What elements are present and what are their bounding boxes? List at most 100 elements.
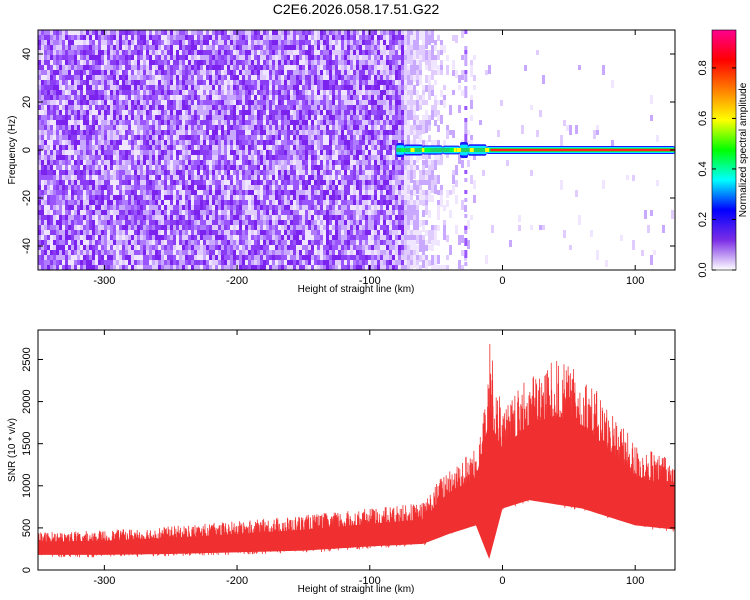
spectrogram-cell xyxy=(146,100,149,105)
spectrogram-cell xyxy=(242,105,245,114)
spectrogram-cell xyxy=(233,45,236,53)
spectrogram-cell xyxy=(344,95,347,102)
spectrogram-cell xyxy=(212,30,215,36)
spectrogram-cell xyxy=(347,110,350,119)
spectrogram-cell xyxy=(203,135,206,144)
spectrogram-cell xyxy=(110,130,113,138)
spectrogram-cell xyxy=(269,60,272,67)
spectrogram-cell xyxy=(164,110,167,115)
spectrogram-cell xyxy=(65,130,68,139)
spectrogram-cell xyxy=(164,55,167,60)
spectrogram-cell xyxy=(77,50,80,57)
spectrogram-cell xyxy=(203,110,206,119)
spectrogram-cell xyxy=(77,265,80,270)
spectrogram-cell xyxy=(284,165,287,170)
spectrogram-cell xyxy=(80,210,83,216)
spectrogram-cell xyxy=(182,55,185,63)
spectrogram-cell xyxy=(50,115,53,124)
spectrogram-cell xyxy=(59,50,62,55)
spectrogram-cell xyxy=(281,80,284,89)
spectrogram-cell xyxy=(89,55,92,62)
spectrogram-cell xyxy=(194,140,197,149)
spectrogram-cell xyxy=(212,70,215,77)
spectrogram-cell xyxy=(89,115,92,124)
spectrogram-cell xyxy=(296,30,299,35)
spectrogram-cell xyxy=(176,245,179,253)
spectrogram-cell xyxy=(212,260,215,265)
spectrogram-cell xyxy=(332,150,335,156)
spectrogram-cell xyxy=(68,260,71,266)
spectrogram-cell xyxy=(119,55,122,62)
spectrogram-cell xyxy=(245,35,248,42)
spectrogram-cell xyxy=(251,105,254,112)
spectrogram-cell xyxy=(209,265,212,270)
spectrogram-cell xyxy=(185,190,188,197)
spectrogram-cell xyxy=(185,135,188,143)
spectrogram-cell xyxy=(65,65,68,72)
spectrogram-cell xyxy=(200,200,203,206)
spectrogram-cell xyxy=(62,135,65,141)
spectrogram-cell xyxy=(347,150,350,159)
spectrogram-cell xyxy=(272,95,275,101)
spectrogram-cell xyxy=(296,110,299,116)
spectrogram-cell xyxy=(341,145,344,152)
spectrogram-cell xyxy=(212,95,215,101)
spectrogram-cell xyxy=(206,170,209,175)
spectrogram-cell xyxy=(182,85,185,94)
spectrogram-cell xyxy=(257,35,260,40)
spectrogram-cell xyxy=(320,75,323,82)
spectrogram-cell xyxy=(77,35,80,42)
spectrogram-cell xyxy=(311,155,314,161)
spectrogram-cell xyxy=(314,165,317,171)
spectrogram-cell xyxy=(326,190,329,199)
spectrogram-cell xyxy=(53,235,56,240)
spectrogram-cell xyxy=(116,55,119,64)
spectrogram-cell xyxy=(266,255,269,261)
spectrogram-cell xyxy=(314,245,317,251)
spectrogram-cell xyxy=(299,210,302,215)
spectrogram-cell xyxy=(206,195,209,204)
spectrogram-cell xyxy=(281,65,284,72)
spectrogram-cell xyxy=(59,250,62,255)
spectrogram-cell xyxy=(194,55,197,60)
spectrogram-cell xyxy=(332,95,335,100)
spectrogram-cell xyxy=(107,45,110,51)
spectrogram-cell xyxy=(116,180,119,187)
spectrogram-cell xyxy=(107,40,110,46)
spectrogram-cell xyxy=(89,65,92,70)
spectrogram-cell xyxy=(68,130,71,136)
spectrogram-cell xyxy=(146,225,149,232)
spectrogram-cell xyxy=(260,200,263,209)
spectrogram-cell xyxy=(38,175,41,182)
spectrogram-cell xyxy=(191,130,194,139)
spectrogram-cell xyxy=(284,175,287,180)
spectrogram-cell xyxy=(347,145,350,150)
spectrogram-cell xyxy=(230,200,233,209)
spectrogram-cell xyxy=(59,130,62,136)
spectrogram-cell xyxy=(125,110,128,117)
spectrogram-cell xyxy=(143,65,146,74)
spectrogram-cell xyxy=(158,60,161,66)
spectrogram-cell xyxy=(188,30,191,35)
spectrogram-cell xyxy=(116,125,119,132)
spectrogram-cell xyxy=(347,140,350,146)
spectrogram-cell xyxy=(71,260,74,267)
spectrogram-cell xyxy=(209,185,212,194)
spectrogram-cell xyxy=(302,110,305,118)
spectrogram-cell xyxy=(131,240,134,245)
spectrogram-cell xyxy=(326,105,329,111)
spectrogram-cell xyxy=(164,40,167,48)
spectrogram-cell xyxy=(194,175,197,184)
spectrogram-cell xyxy=(203,165,206,174)
spectrogram-cell xyxy=(284,120,287,129)
spectrogram-cell xyxy=(83,210,86,218)
spectrogram-cell xyxy=(245,240,248,249)
spectrogram-cell xyxy=(122,145,125,152)
spectrogram-cell xyxy=(59,235,62,241)
spectrogram-cell xyxy=(191,105,194,112)
spectrogram-cell xyxy=(188,130,191,137)
spectrogram-cell xyxy=(128,165,131,172)
spectrogram-cell xyxy=(209,45,212,52)
spectrogram-cell xyxy=(269,180,272,188)
spectrogram-cell xyxy=(173,250,176,257)
